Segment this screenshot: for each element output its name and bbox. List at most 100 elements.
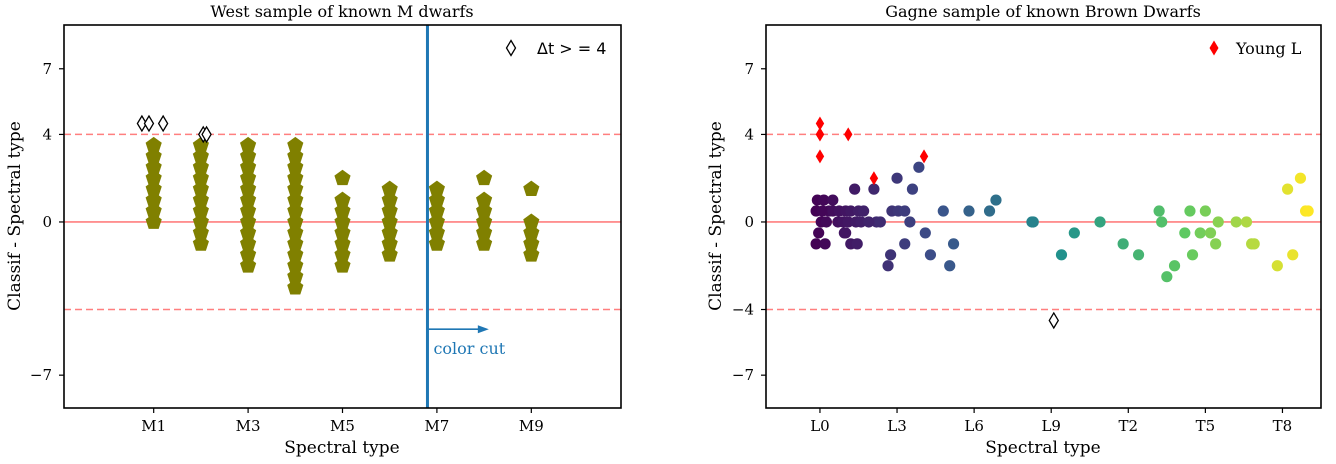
open-diamond-point [143, 114, 155, 133]
y-tick-label: 7 [42, 60, 52, 78]
data-point [944, 260, 956, 272]
data-point [1248, 238, 1260, 250]
data-point [1204, 227, 1217, 239]
x-tick-label: T5 [1196, 417, 1216, 435]
y-tick-label: 4 [744, 125, 754, 143]
data-point [819, 238, 831, 250]
data-point [1156, 216, 1168, 228]
y-tick-label: −7 [30, 366, 52, 384]
y-tick-label: 0 [42, 213, 52, 231]
x-tick-label: T8 [1273, 417, 1293, 435]
data-point [849, 183, 861, 195]
data-point [947, 238, 960, 250]
x-tick-label: M5 [330, 417, 355, 435]
legend-label: Young L [1235, 39, 1302, 58]
x-tick-label: M9 [519, 417, 544, 435]
x-tick-label: L6 [964, 417, 984, 435]
chart-panel-gagne-brown-dwarfs: Gagne sample of known Brown Dwarfs Spect… [706, 2, 1322, 458]
data-point [906, 183, 919, 195]
data-point [963, 205, 975, 217]
chart-panel-west-m-dwarfs: West sample of known M dwarfs Spectral t… [5, 2, 622, 458]
data-point [842, 216, 854, 228]
chart-title: Gagne sample of known Brown Dwarfs [885, 2, 1201, 21]
young-l-point [815, 116, 825, 131]
data-point [899, 205, 911, 217]
data-point [810, 238, 822, 250]
data-point [924, 249, 937, 261]
plot-area: color cut M1 M3 M5 M7 M9 −7 0 4 7 Δt > = 4 [30, 24, 622, 435]
open-diamond-point [157, 114, 169, 133]
x-tick-label: M1 [141, 417, 166, 435]
data-point [1153, 205, 1165, 217]
x-tick-label: M7 [424, 417, 449, 435]
x-tick-label: L3 [887, 417, 907, 435]
data-point [818, 194, 830, 206]
data-point [1132, 249, 1145, 261]
data-point [287, 136, 304, 153]
data-point [858, 205, 870, 217]
data-point [1240, 216, 1253, 228]
open-diamond-point [201, 125, 212, 144]
data-point [381, 180, 398, 197]
data-point [334, 191, 351, 207]
plot-area: L0 L3 L6 L9 T2 T5 T8 −7 −4 0 4 7 Young L [732, 24, 1322, 435]
data-point [845, 205, 857, 217]
data-point [851, 238, 863, 250]
data-point [863, 216, 875, 228]
data-point [1199, 205, 1211, 217]
y-axis-label: Classif - Spectral type [706, 121, 726, 311]
data-point [882, 260, 894, 272]
data-point [1068, 227, 1080, 239]
y-tick-label: 4 [42, 125, 52, 143]
chart-title: West sample of known M dwarfs [210, 2, 473, 21]
data-point [919, 227, 931, 239]
data-point [1287, 249, 1299, 261]
plot-frame [765, 24, 1322, 409]
young-l-point [919, 149, 929, 164]
x-tick-label: L0 [810, 417, 830, 435]
young-l-point [869, 171, 879, 186]
data-point [1230, 216, 1242, 228]
data-point [1161, 271, 1173, 283]
data-point [868, 183, 880, 195]
data-point [1026, 216, 1038, 228]
x-tick-label: T2 [1119, 417, 1139, 435]
data-point [1168, 260, 1181, 272]
open-diamond-point [1048, 311, 1060, 330]
data-point [840, 227, 852, 239]
data-point [813, 227, 825, 239]
data-point [885, 249, 897, 261]
data-point [523, 180, 540, 197]
legend-label: Δt > = 4 [537, 39, 606, 58]
data-point [1055, 249, 1068, 261]
data-point [827, 194, 839, 206]
y-tick-label: −4 [732, 301, 754, 319]
data-point [145, 136, 162, 153]
x-axis-label: Spectral type [985, 438, 1100, 458]
data-point [428, 180, 445, 197]
data-point [1294, 172, 1307, 184]
open-diamond-point [136, 114, 148, 133]
data-point [874, 216, 886, 228]
x-tick-label: M3 [236, 417, 261, 435]
data-point [1281, 183, 1294, 195]
legend-marker [505, 39, 517, 57]
data-point [855, 216, 867, 228]
data-point [990, 194, 1002, 206]
y-tick-label: 7 [744, 60, 754, 78]
young-l-point [815, 127, 825, 142]
young-l-point [844, 127, 853, 142]
data-point [476, 191, 493, 207]
data-point [816, 205, 829, 217]
data-point [1194, 227, 1206, 239]
data-point [913, 161, 925, 173]
data-point [1271, 260, 1283, 272]
data-point [1212, 216, 1224, 228]
data-point [240, 136, 257, 153]
x-axis-label: Spectral type [284, 438, 399, 458]
data-point [1179, 227, 1191, 239]
data-point [1184, 205, 1196, 217]
y-tick-label: 0 [744, 213, 754, 231]
data-point [476, 169, 493, 186]
